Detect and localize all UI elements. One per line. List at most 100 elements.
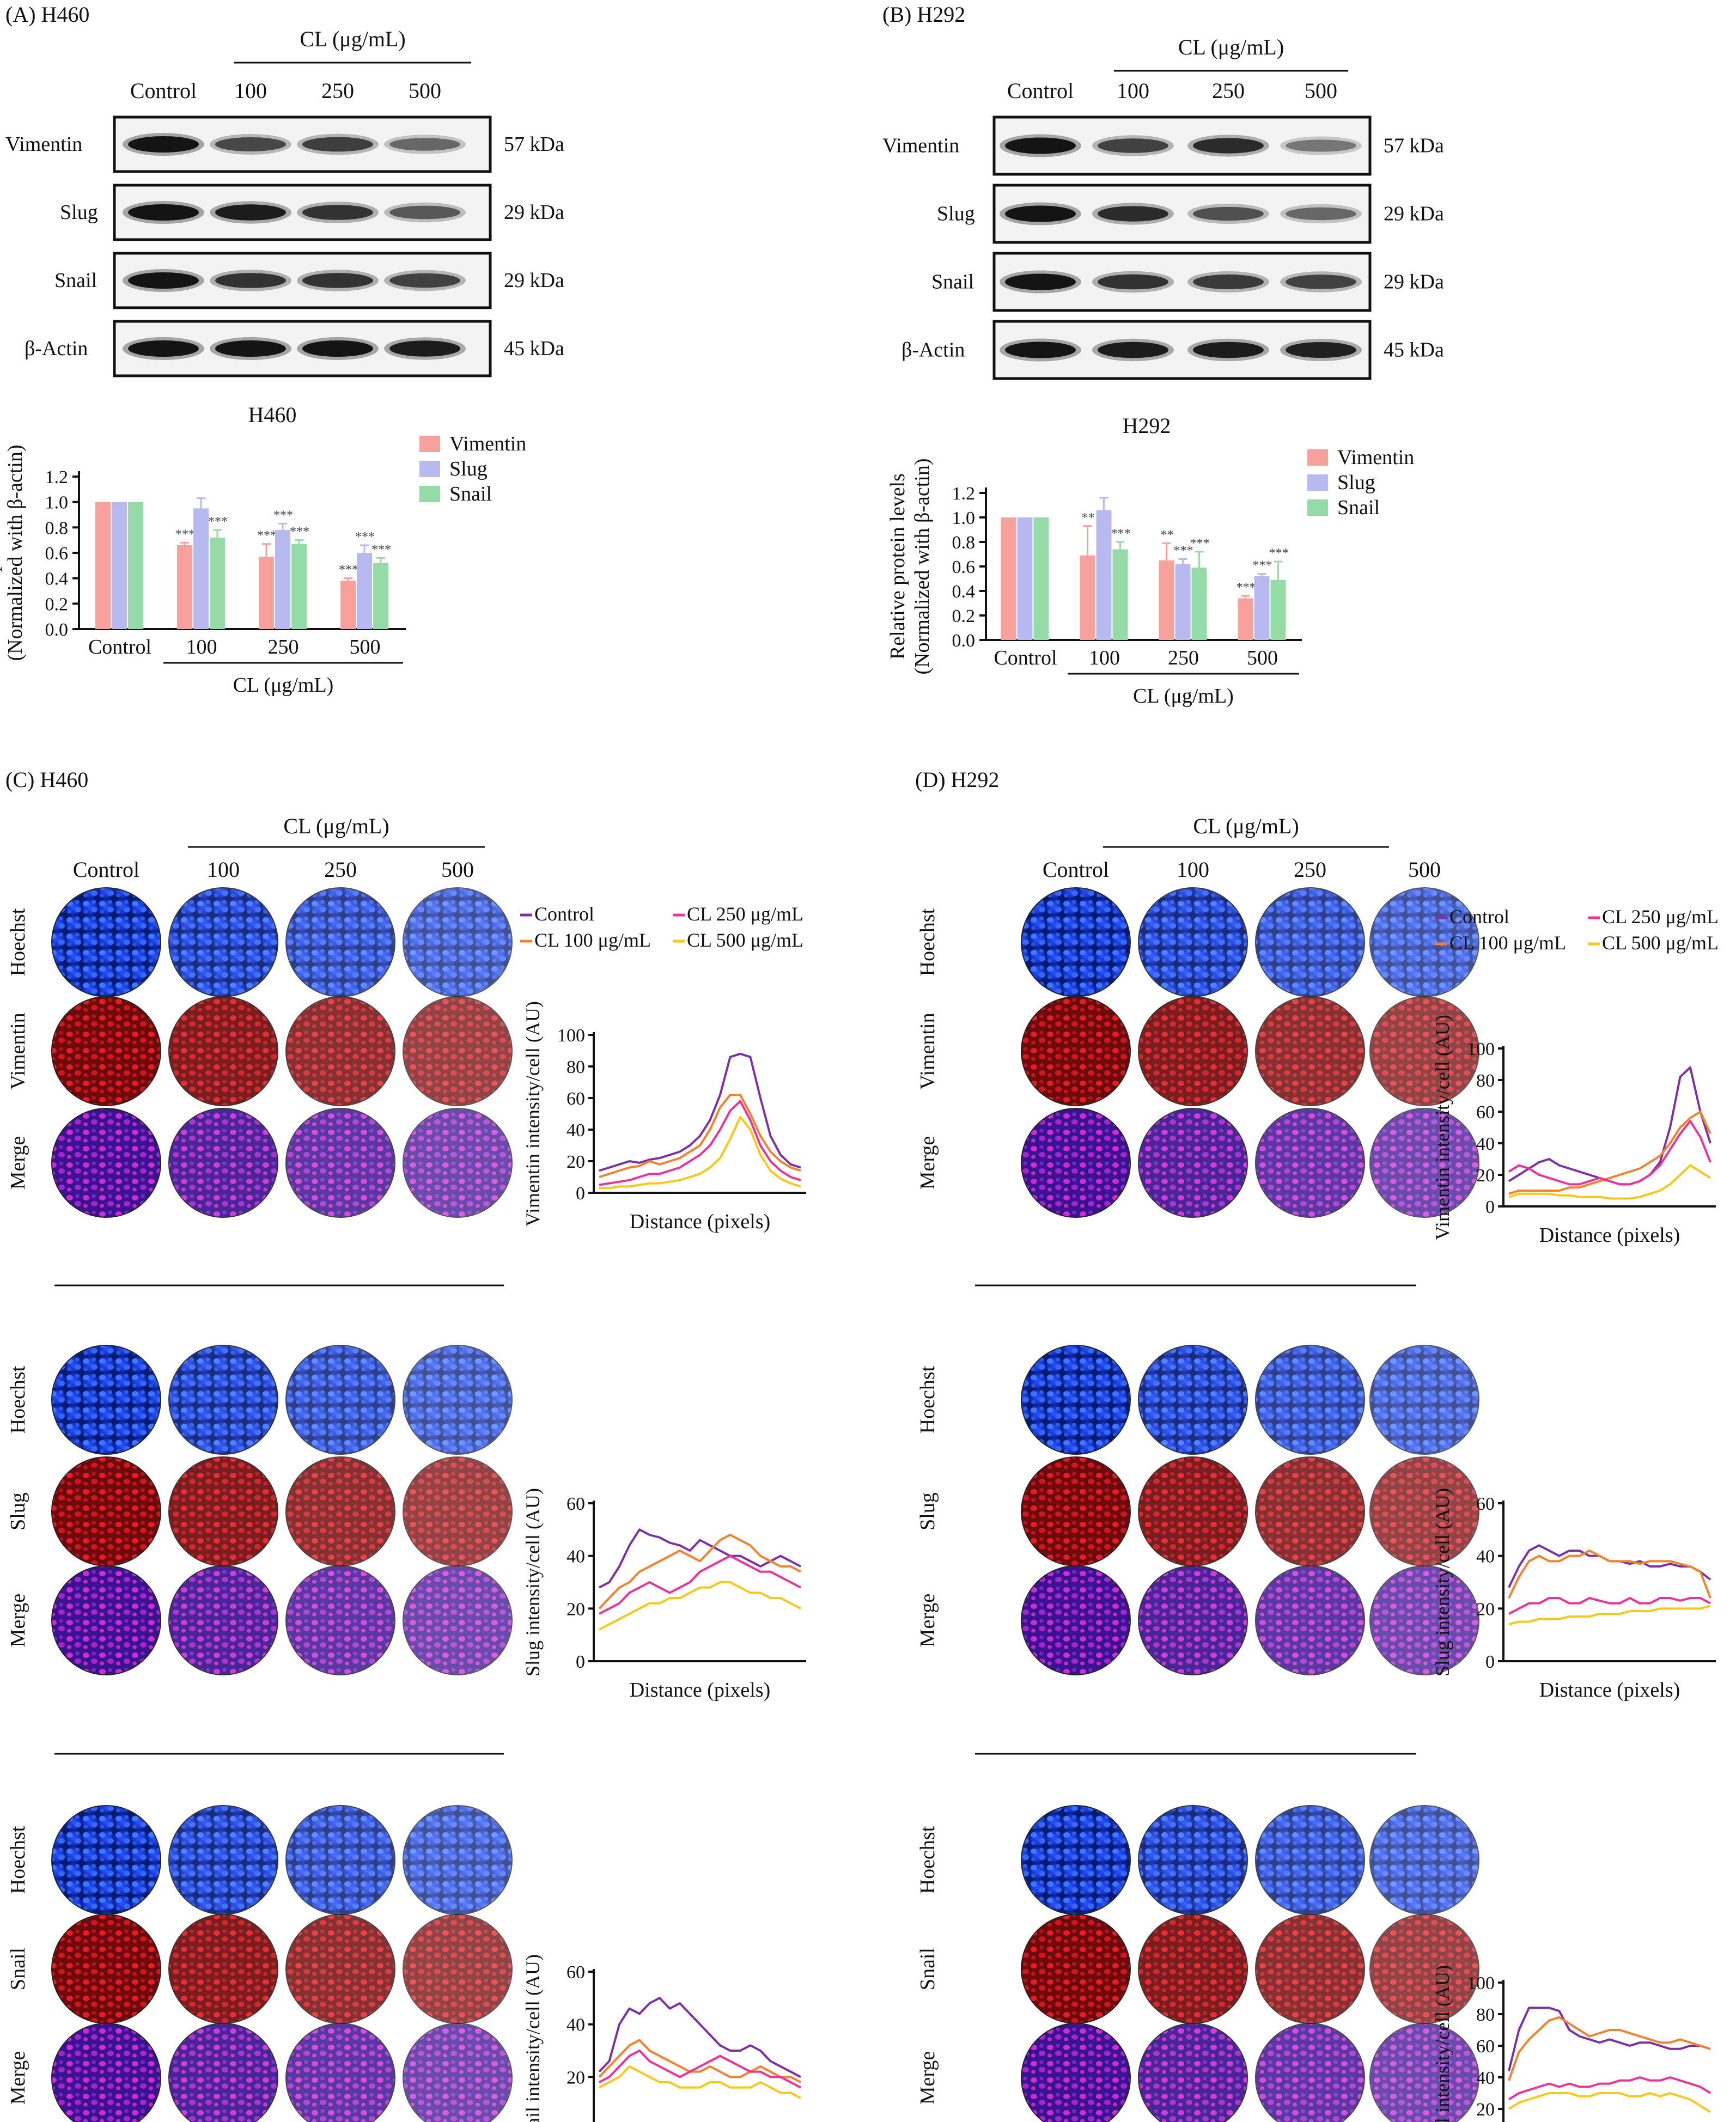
bar-vimentin (177, 545, 192, 629)
column-label: Control (73, 857, 139, 882)
significance-mark: ** (1082, 511, 1095, 525)
y-axis-label: Vimentin intensity/cell (AU) (1432, 1015, 1453, 1240)
kda-label: 29 kDa (504, 269, 564, 292)
column-label: 500 (1408, 857, 1441, 882)
bar-vimentin (1238, 598, 1253, 640)
image-row-label: Merge (916, 2051, 939, 2105)
cl-header: CL (μg/mL) (1178, 35, 1284, 59)
bar-snail (1112, 549, 1128, 640)
if-panel-C: (C) H460 CL (μg/mL) Control 100 250 500 Hoechs… (5, 767, 803, 2122)
micrograph (1255, 887, 1365, 997)
micrograph (51, 1108, 161, 1218)
micrograph (51, 1565, 161, 1675)
x-tick-label: 500 (350, 636, 381, 658)
band (302, 273, 373, 288)
image-row-label: Hoechst (7, 1826, 29, 1894)
series-line (598, 1997, 801, 2078)
y-tick-label: 60 (1476, 1494, 1495, 1514)
micrograph (168, 1456, 278, 1566)
band (215, 273, 286, 288)
image-row-label: Slug (7, 1492, 29, 1530)
cl-header: CL (μg/mL) (300, 27, 405, 51)
band (128, 136, 199, 153)
micrograph (1138, 1565, 1248, 1675)
micrograph (1369, 996, 1479, 1106)
micrograph (403, 1456, 513, 1566)
series-line (599, 1094, 801, 1178)
y-axis-label: Snail intensity/cell (AU) (522, 1954, 544, 2122)
y-tick-label: 0.8 (952, 533, 976, 553)
micrograph (403, 1345, 513, 1455)
band (389, 273, 460, 288)
image-row-label: Merge (916, 1594, 939, 1648)
micrograph (285, 1456, 395, 1566)
legend-label: CL 100 μg/mL (1449, 932, 1566, 954)
y-tick-label: 0.2 (952, 606, 976, 626)
band (302, 137, 373, 152)
y-tick-label: 20 (1476, 2100, 1495, 2120)
y-axis-label: Slug intensity/cell (AU) (522, 1488, 544, 1676)
band (389, 340, 460, 357)
x-tick-label: Control (88, 636, 151, 658)
series-line (1508, 1550, 1711, 1599)
band (1098, 206, 1168, 222)
panel-label-D: (D) H292 (915, 767, 999, 792)
panel-label-A: (A) H460 (5, 2, 89, 27)
micrograph (168, 996, 278, 1106)
micrograph (51, 1805, 161, 1915)
column-label: Control (1007, 78, 1074, 103)
row-label: Vimentin (5, 133, 82, 156)
y-tick-label: 0 (576, 1184, 585, 1204)
column-label: Control (130, 78, 197, 103)
y-axis-label: Relative protein levels (0, 460, 2, 646)
immunofluorescence-panels: (C) H460 CL (μg/mL) Control 100 250 500 Hoechs… (5, 767, 1719, 2122)
line-d-vimentin: 0 20 40 60 80 100 Vimentin intensity/cell (AU)… (1432, 1015, 1716, 1247)
kda-label: 29 kDa (504, 201, 564, 224)
micrograph (51, 2023, 161, 2122)
bar-snail (1191, 568, 1207, 640)
y-tick-label: 0.6 (45, 544, 69, 564)
bar-slug (193, 508, 209, 629)
image-row-label: Hoechst (7, 1365, 29, 1434)
column-label: 250 (1294, 857, 1326, 882)
y-tick-label: 40 (567, 2015, 585, 2035)
micrograph (1138, 1108, 1248, 1218)
legend-label: Snail (1337, 496, 1380, 519)
y-tick-label: 60 (1476, 2036, 1495, 2057)
y-tick-label: 80 (567, 1057, 585, 1077)
band (1286, 207, 1356, 221)
series-line (1508, 1066, 1711, 1186)
x-axis-label: Distance (pixels) (630, 1210, 771, 1233)
micrograph (168, 1108, 278, 1218)
series-line (1508, 2076, 1711, 2101)
line-c-slug: 0 20 40 60 Slug intensity/cell (AU) Distance … (522, 1488, 806, 1702)
band (302, 205, 373, 220)
image-row-label: Hoechst (7, 908, 29, 976)
significance-mark: *** (1174, 544, 1193, 558)
y-tick-label: 40 (1476, 1547, 1495, 1567)
micrograph (1138, 1345, 1248, 1455)
legend-label: CL 100 μg/mL (534, 929, 651, 951)
y-tick-label: 40 (567, 1547, 585, 1567)
bar-h292: H292 0.0 0.2 0.4 0.6 0.8 1.0 1.2 Relative protei… (886, 413, 1414, 708)
bar-snail (291, 544, 307, 629)
band (1286, 342, 1356, 358)
legend-label: Control (534, 903, 594, 925)
x-tick-label: 250 (268, 636, 299, 658)
line-c-snail: 0204060Snail intensity/cell (AU)Distance… (522, 1954, 801, 2122)
micrograph (168, 1345, 278, 1455)
band (389, 205, 460, 219)
significance-mark: ** (1161, 528, 1174, 542)
band (1193, 342, 1264, 358)
micrograph (285, 887, 395, 997)
y-tick-label: 1.0 (45, 493, 69, 513)
bar-slug (1254, 576, 1270, 640)
y-tick-label: 0 (1485, 1652, 1495, 1672)
series-line (599, 1052, 801, 1172)
column-label: 500 (1305, 78, 1337, 103)
y-tick-label: 60 (1476, 1102, 1495, 1123)
chart-title: H460 (248, 403, 297, 427)
y-tick-label: 40 (1476, 2068, 1495, 2088)
band (215, 137, 286, 151)
micrograph (1255, 2023, 1365, 2122)
